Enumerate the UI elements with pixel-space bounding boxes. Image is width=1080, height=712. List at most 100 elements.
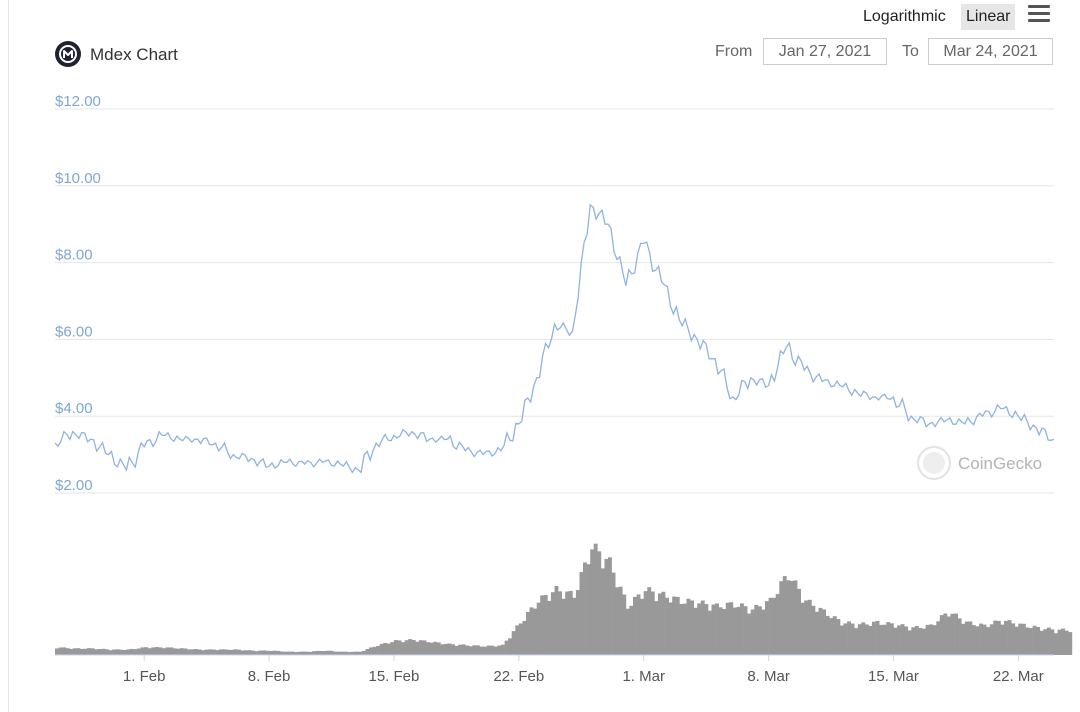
- volume-bar: [597, 551, 602, 655]
- to-date-input[interactable]: [928, 38, 1053, 65]
- volume-bar: [361, 650, 366, 655]
- volume-bar: [479, 646, 484, 655]
- volume-bar: [162, 648, 166, 655]
- volume-bar: [754, 604, 759, 655]
- volume-bar: [1021, 623, 1026, 655]
- volume-bar: [950, 613, 955, 655]
- volume-bar: [286, 651, 291, 655]
- volume-bar: [658, 593, 662, 655]
- volume-bar: [1046, 627, 1051, 655]
- volume-bar: [907, 630, 912, 655]
- volume-bar: [729, 602, 734, 655]
- volume-bar: [104, 649, 109, 655]
- volume-bar: [140, 647, 145, 655]
- volume-bar: [804, 600, 809, 655]
- chart-title: Mdex Chart: [90, 45, 178, 64]
- volume-bar: [989, 624, 994, 655]
- volume-bar: [825, 615, 830, 655]
- volume-bar: [954, 613, 958, 655]
- volume-bar: [336, 651, 341, 655]
- to-label: To: [902, 43, 919, 60]
- mdex-logo-icon: [55, 41, 81, 67]
- x-tick-label: 22. Feb: [493, 668, 544, 685]
- volume-bar: [843, 623, 848, 655]
- volume-bar: [993, 620, 998, 655]
- volume-bar: [886, 622, 891, 655]
- volume-bar: [722, 609, 727, 655]
- volume-bar: [340, 651, 345, 655]
- price-gridlines: [55, 108, 1054, 494]
- volume-bar: [365, 649, 370, 655]
- volume-bar: [179, 648, 184, 655]
- volume-bar: [575, 590, 580, 655]
- linear-scale-button[interactable]: Linear: [961, 4, 1016, 30]
- volume-bar: [229, 649, 234, 655]
- volume-bar: [929, 624, 933, 655]
- volume-bar: [693, 607, 698, 655]
- volume-bar: [515, 625, 520, 655]
- volume-bar: [615, 587, 620, 655]
- volume-bar: [476, 645, 480, 655]
- volume-bar: [326, 650, 331, 655]
- volume-bar: [800, 602, 805, 655]
- volume-bar: [112, 649, 116, 655]
- volume-bar: [126, 649, 131, 655]
- volume-bar: [529, 607, 534, 655]
- volume-bar: [137, 648, 141, 655]
- y-tick-label: $10.00: [55, 170, 101, 187]
- from-date-input[interactable]: [763, 38, 887, 65]
- volume-bar: [458, 644, 463, 655]
- volume-bar: [854, 628, 859, 655]
- volume-bar: [893, 627, 898, 655]
- x-tick-label: 8. Mar: [747, 668, 790, 685]
- volume-bar: [829, 618, 834, 655]
- volume-bar: [272, 650, 277, 655]
- volume-bar: [94, 649, 99, 655]
- volume-bar: [718, 607, 723, 655]
- volume-bar: [422, 640, 427, 655]
- volume-bar: [451, 644, 455, 655]
- volume-bar: [1061, 628, 1065, 655]
- logarithmic-scale-button[interactable]: Logarithmic: [863, 8, 946, 25]
- hamburger-menu-icon[interactable]: [1028, 5, 1050, 23]
- volume-bar: [319, 651, 323, 655]
- volume-bar: [897, 625, 901, 655]
- volume-bar: [986, 627, 991, 655]
- date-axis: 1. Feb 8. Feb 15. Feb 22. Feb 1. Mar 8. Mar 15…: [123, 655, 1044, 685]
- volume-bar: [715, 603, 719, 655]
- volume-bar: [889, 623, 894, 655]
- volume-bar: [629, 605, 634, 655]
- volume-bar: [640, 598, 644, 655]
- volume-bar: [65, 648, 70, 655]
- volume-bar: [297, 651, 302, 655]
- volume-bar: [169, 647, 174, 655]
- volume-bar: [147, 648, 152, 655]
- volume-bar: [1039, 630, 1044, 655]
- from-label: From: [715, 43, 753, 60]
- volume-bar: [183, 648, 188, 655]
- volume-bar: [165, 647, 170, 655]
- volume-bar: [875, 620, 880, 655]
- volume-bar: [533, 608, 537, 655]
- volume-bar: [943, 613, 948, 655]
- volume-bar: [1004, 620, 1008, 655]
- volume-bar: [957, 618, 962, 655]
- volume-bar: [493, 646, 498, 655]
- volume-bar: [786, 580, 791, 655]
- volume-bar: [604, 558, 609, 655]
- volume-bar: [108, 650, 113, 655]
- volume-bar: [1064, 630, 1069, 655]
- volume-bar: [1054, 633, 1058, 655]
- volume-bar: [447, 643, 452, 655]
- volume-bar: [836, 619, 841, 655]
- volume-bar: [301, 651, 306, 655]
- volume-bar: [1000, 624, 1005, 655]
- volume-bar: [418, 640, 423, 655]
- volume-bar: [882, 624, 887, 655]
- volume-bar: [650, 591, 655, 655]
- coingecko-watermark: CoinGecko: [917, 446, 1042, 480]
- volume-bar: [90, 648, 95, 655]
- volume-bar: [283, 651, 288, 655]
- volume-bar: [839, 625, 844, 655]
- volume-bar: [154, 647, 159, 655]
